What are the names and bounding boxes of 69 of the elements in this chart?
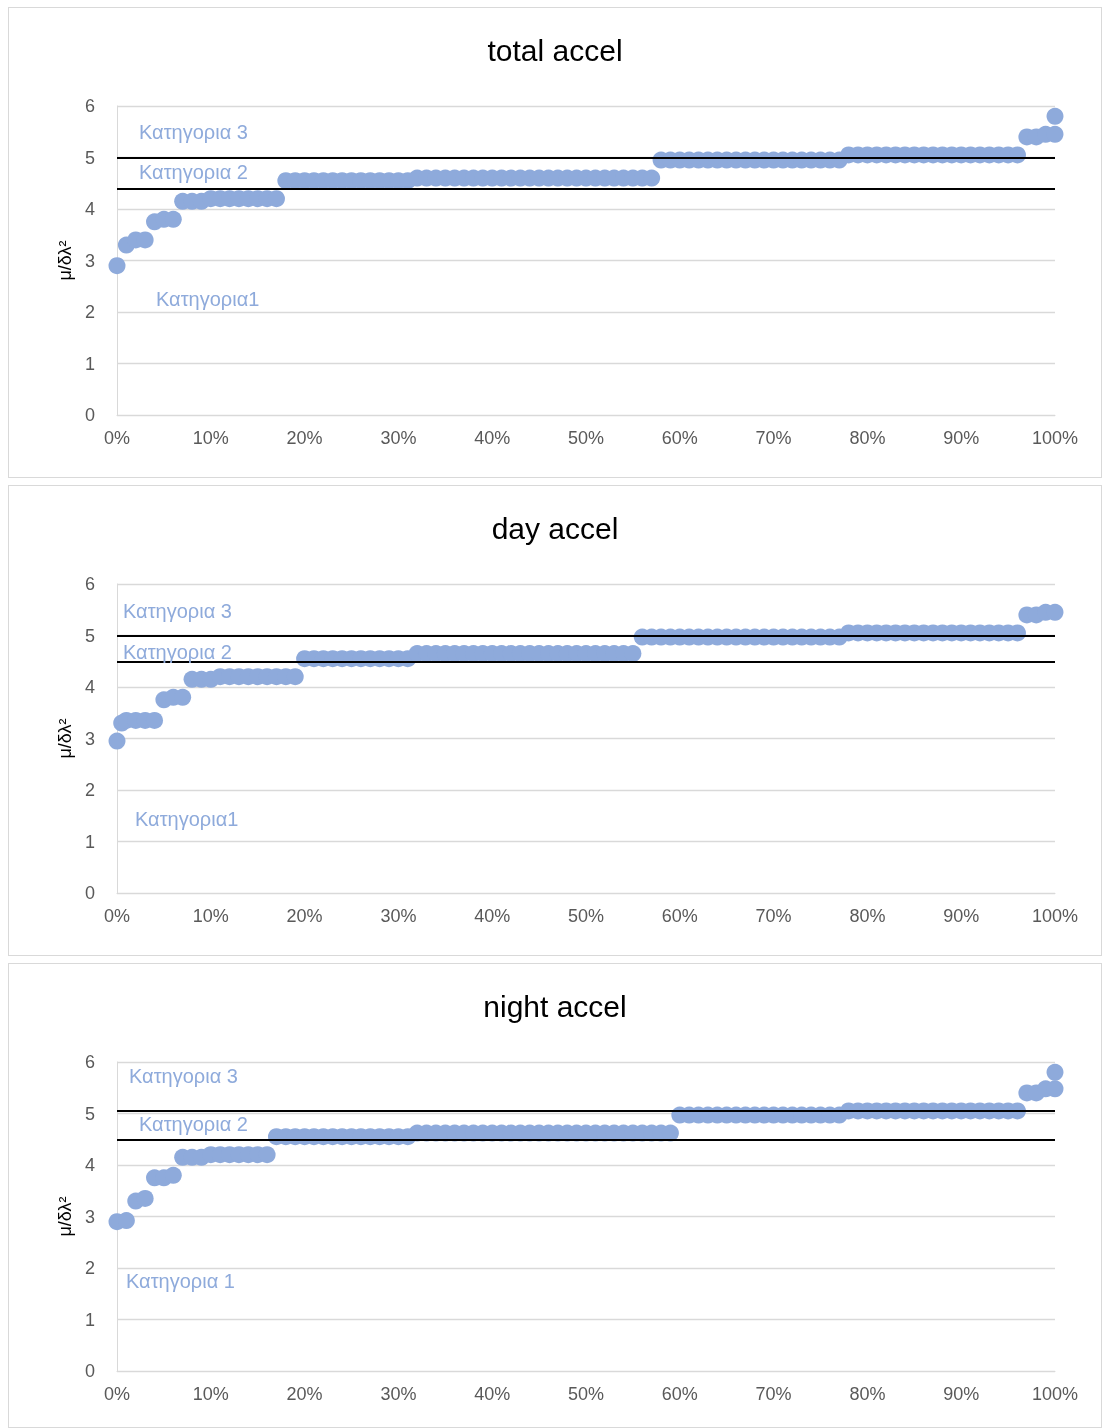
- x-tick-label: 50%: [567, 428, 605, 448]
- x-tick-label: 70%: [755, 428, 792, 448]
- y-axis-title: μ/δλ²: [55, 718, 76, 759]
- x-tick-label: 60%: [661, 906, 698, 926]
- x-tick-label: 90%: [943, 906, 980, 926]
- x-tick-label: 80%: [849, 1384, 886, 1404]
- x-tick-label: 60%: [661, 428, 698, 448]
- y-tick-label: 3: [84, 728, 95, 749]
- x-tick-label: 70%: [755, 1384, 792, 1404]
- x-tick-label: 50%: [567, 1384, 605, 1404]
- annotation: Κατηγορια 3: [123, 600, 232, 622]
- annotation: Κατηγορια 2: [139, 1113, 248, 1135]
- x-tick-label: 20%: [286, 428, 323, 448]
- x-tick-label: 60%: [661, 1384, 698, 1404]
- x-tick-label: 30%: [380, 1384, 417, 1404]
- y-tick-label: 5: [84, 147, 95, 168]
- annotation: Κατηγορια 1: [126, 1270, 235, 1292]
- x-tick-label: 90%: [943, 428, 980, 448]
- y-tick-label: 6: [84, 1052, 95, 1072]
- y-tick-label: 3: [84, 250, 95, 271]
- chart-title: day accel: [491, 511, 619, 545]
- x-tick-label: 10%: [192, 1384, 229, 1404]
- y-axis-title: μ/δλ²: [55, 1196, 76, 1237]
- x-tick-label: 20%: [286, 1384, 323, 1404]
- annotation: Κατηγορια 2: [139, 161, 248, 183]
- chart-title: total accel: [487, 33, 623, 67]
- x-tick-label: 100%: [1031, 1384, 1079, 1404]
- y-tick-label: 2: [84, 1258, 95, 1278]
- x-tick-label: 40%: [474, 906, 511, 926]
- x-tick-label: 80%: [849, 906, 886, 926]
- annotation: Κατηγορια 3: [129, 1065, 238, 1087]
- x-tick-label: 100%: [1031, 428, 1079, 448]
- annotation: Κατηγορια 2: [123, 641, 232, 663]
- y-tick-label: 3: [84, 1206, 95, 1227]
- y-tick-label: 4: [84, 1155, 95, 1175]
- x-tick-label: 0%: [103, 906, 131, 926]
- x-tick-label: 30%: [380, 906, 417, 926]
- x-tick-label: 10%: [192, 428, 229, 448]
- chart-title: night accel: [483, 989, 627, 1023]
- x-tick-label: 70%: [755, 906, 792, 926]
- y-tick-label: 6: [84, 574, 95, 594]
- y-axis-title: μ/δλ²: [55, 240, 76, 281]
- x-tick-label: 40%: [474, 428, 511, 448]
- y-tick-label: 0: [84, 883, 95, 903]
- y-tick-label: 6: [84, 96, 95, 116]
- y-tick-label: 5: [84, 625, 95, 646]
- y-tick-label: 1: [84, 1309, 95, 1330]
- y-tick-label: 0: [84, 405, 95, 425]
- y-tick-label: 0: [84, 1361, 95, 1381]
- x-tick-label: 50%: [567, 906, 605, 926]
- y-tick-label: 1: [84, 831, 95, 852]
- x-tick-label: 0%: [103, 428, 131, 448]
- x-tick-label: 100%: [1031, 906, 1079, 926]
- annotation: Κατηγορια 3: [139, 121, 248, 143]
- x-tick-label: 0%: [103, 1384, 131, 1404]
- y-tick-label: 1: [84, 353, 95, 374]
- x-tick-label: 90%: [943, 1384, 980, 1404]
- y-tick-label: 2: [84, 780, 95, 800]
- annotation: Κατηγορια1: [135, 808, 239, 830]
- x-tick-label: 30%: [380, 428, 417, 448]
- x-tick-label: 20%: [286, 906, 323, 926]
- y-tick-label: 5: [84, 1103, 95, 1124]
- y-tick-label: 4: [84, 199, 95, 219]
- y-tick-label: 2: [84, 302, 95, 322]
- y-tick-label: 4: [84, 677, 95, 697]
- annotation: Κατηγορια1: [156, 288, 260, 310]
- x-tick-label: 10%: [192, 906, 229, 926]
- x-tick-label: 40%: [474, 1384, 511, 1404]
- x-tick-label: 80%: [849, 428, 886, 448]
